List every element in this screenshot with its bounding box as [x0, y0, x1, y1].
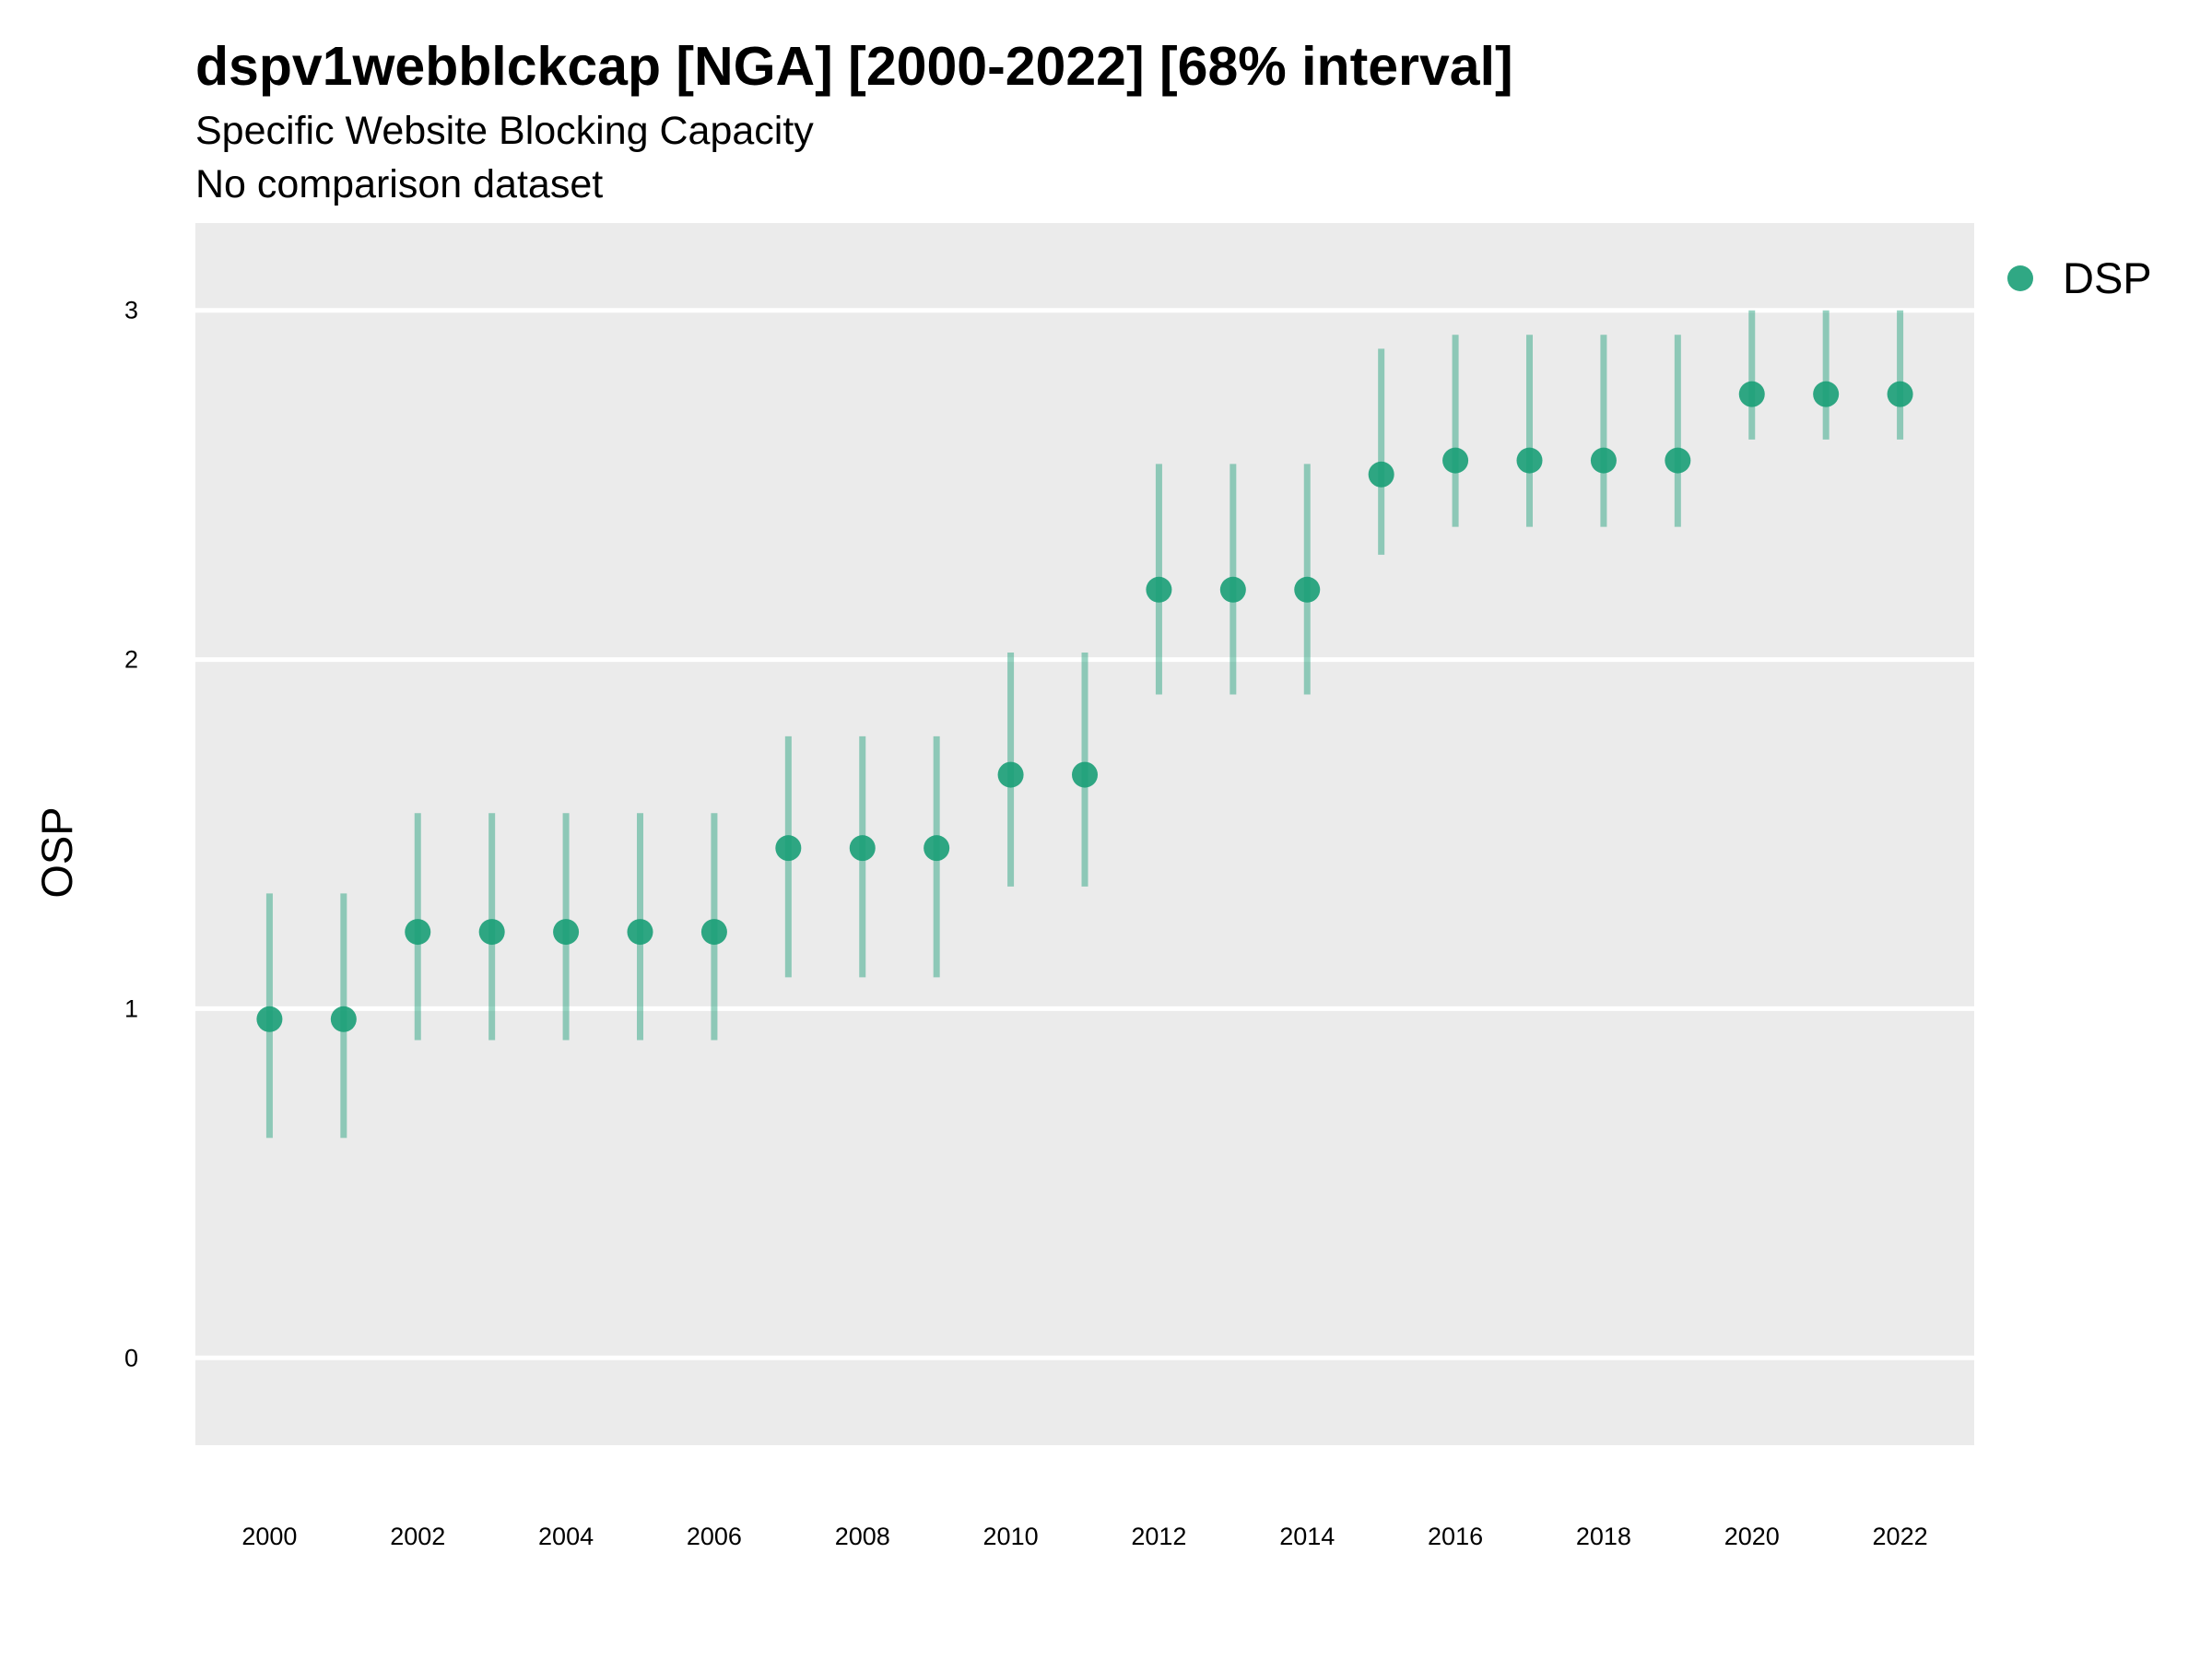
y-tick-label: 0 — [124, 1344, 138, 1371]
legend-label-dsp: DSP — [2063, 253, 2152, 302]
data-point — [997, 761, 1024, 788]
data-point — [1590, 447, 1617, 474]
data-point — [1294, 576, 1321, 603]
y-tick-label: 1 — [124, 994, 138, 1022]
data-point — [924, 835, 950, 862]
data-point — [1219, 576, 1246, 603]
chart-caption: No comparison dataset — [195, 162, 604, 206]
x-tick-label: 2008 — [835, 1523, 890, 1550]
data-point — [627, 919, 653, 946]
data-point — [700, 919, 727, 946]
x-tick-label: 2014 — [1279, 1523, 1335, 1550]
legend: DSP — [2007, 253, 2152, 302]
x-tick-label: 2006 — [687, 1523, 742, 1550]
x-tick-label: 2000 — [241, 1523, 297, 1550]
data-point — [1665, 447, 1691, 474]
grid-layer — [195, 308, 1974, 1360]
data-point — [478, 919, 505, 946]
x-tick-label: 2022 — [1873, 1523, 1928, 1550]
y-tick-label: 2 — [124, 646, 138, 674]
y-tick-labels: 0 1 2 3 — [124, 297, 138, 1372]
x-tick-label: 2012 — [1131, 1523, 1186, 1550]
data-point — [1813, 381, 1840, 407]
data-point — [1072, 761, 1098, 788]
legend-key-dsp — [2007, 265, 2033, 291]
data-point — [1887, 381, 1913, 407]
x-tick-labels: 2000 2002 2004 2006 2008 2010 2012 2014 2016 2018… — [241, 1523, 1927, 1550]
chart-title: dspv1webblckcap [NGA] [2000-2022] [68% i… — [195, 36, 1513, 97]
plot-panel — [195, 223, 1974, 1445]
x-tick-label: 2016 — [1428, 1523, 1483, 1550]
data-point — [775, 835, 802, 862]
y-tick-label: 3 — [124, 297, 138, 324]
data-point — [553, 919, 580, 946]
data-point — [405, 919, 431, 946]
x-tick-label: 2020 — [1724, 1523, 1780, 1550]
data-point — [849, 835, 876, 862]
x-tick-label: 2010 — [983, 1523, 1039, 1550]
data-point — [1516, 447, 1543, 474]
x-tick-label: 2004 — [538, 1523, 594, 1550]
data-point — [1146, 576, 1172, 603]
data-point — [1442, 447, 1469, 474]
data-point — [330, 1006, 357, 1032]
data-point — [256, 1006, 283, 1032]
x-tick-label: 2002 — [390, 1523, 445, 1550]
data-point — [1738, 381, 1765, 407]
data-points — [256, 381, 1913, 1032]
chart-subtitle: Specific Website Blocking Capacity — [195, 109, 814, 153]
data-point — [1368, 461, 1394, 488]
y-axis-title: OSP — [32, 806, 81, 898]
x-tick-label: 2018 — [1576, 1523, 1631, 1550]
